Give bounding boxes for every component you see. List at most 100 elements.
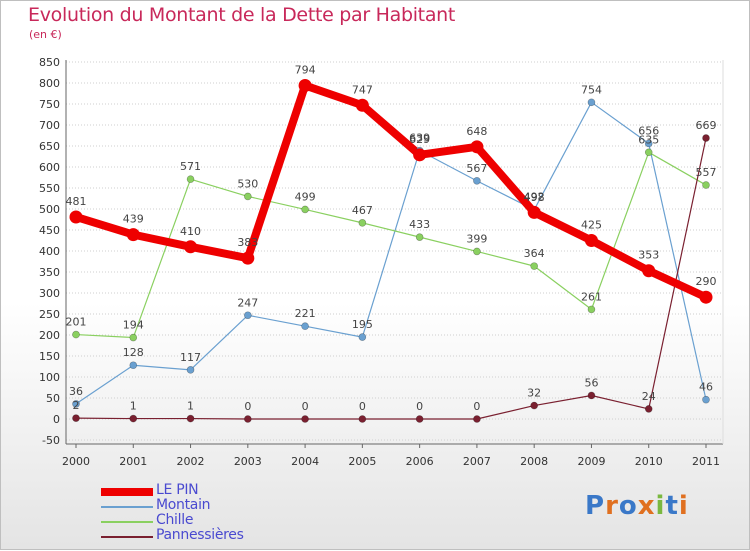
y-tick-label: 200 [39, 329, 60, 342]
legend-swatch [101, 521, 153, 523]
y-tick-label: 100 [39, 371, 60, 384]
data-point-pannessi-res [473, 415, 481, 423]
data-label-montain: 195 [352, 318, 373, 331]
x-tick-label: 2005 [348, 455, 376, 468]
data-label-le-pin: 747 [352, 83, 373, 96]
logo-letter: r [605, 491, 619, 521]
data-label-chille: 467 [352, 204, 373, 217]
data-label-pannessi-res: 669 [696, 119, 717, 132]
x-tick-label: 2001 [119, 455, 147, 468]
data-point-chille [186, 175, 195, 183]
data-point-chille [358, 219, 367, 227]
y-tick-label: 150 [39, 350, 60, 363]
data-point-chille [473, 247, 481, 256]
data-label-pannessi-res: 1 [130, 400, 137, 413]
x-tick-label: 2002 [177, 455, 205, 468]
y-tick-label: 850 [39, 56, 60, 69]
logo-letter: o [618, 491, 638, 521]
data-label-le-pin: 425 [581, 219, 602, 232]
data-point-pannessi-res [72, 414, 80, 422]
data-point-chille [72, 330, 80, 339]
data-point-le-pin [355, 98, 369, 112]
data-point-montain [244, 311, 252, 320]
data-label-pannessi-res: 0 [473, 400, 480, 413]
data-label-chille: 261 [581, 290, 602, 303]
proxiti-logo: Proxiti [585, 491, 689, 521]
data-point-pannessi-res [644, 405, 653, 413]
legend-swatch [101, 536, 153, 538]
y-tick-label: 350 [39, 266, 60, 279]
x-tick-label: 2004 [291, 455, 319, 468]
data-point-montain [72, 400, 80, 408]
series-line-montain [75, 101, 707, 405]
data-label-montain: 639 [409, 132, 430, 145]
data-label-chille: 530 [237, 177, 258, 190]
data-point-pannessi-res [587, 391, 596, 400]
data-label-pannessi-res: 0 [416, 400, 423, 413]
data-point-chille [415, 233, 424, 241]
data-label-chille: 499 [295, 190, 316, 203]
data-label-montain: 567 [466, 162, 487, 175]
data-label-le-pin: 794 [295, 64, 316, 77]
data-label-pannessi-res: 24 [642, 390, 656, 403]
data-point-chille [244, 192, 252, 201]
x-tick-label: 2009 [577, 455, 605, 468]
data-label-pannessi-res: 0 [302, 400, 309, 413]
logo-letter: i [678, 491, 689, 521]
chart-subtitle: (en €) [29, 28, 62, 41]
y-tick-label: -50 [42, 434, 60, 447]
data-label-pannessi-res: 32 [527, 387, 541, 400]
data-point-pannessi-res [186, 414, 195, 423]
data-point-montain [473, 177, 481, 185]
y-tick-label: 300 [39, 287, 60, 300]
y-tick-label: 450 [39, 224, 60, 237]
data-label-montain: 46 [699, 381, 713, 394]
x-tick-label: 2003 [234, 455, 262, 468]
data-label-pannessi-res: 56 [584, 376, 598, 389]
data-point-le-pin [298, 79, 312, 93]
data-label-le-pin: 648 [466, 125, 487, 138]
data-point-montain [702, 395, 710, 404]
data-label-montain: 247 [237, 296, 258, 309]
chart-title: Evolution du Montant de la Dette par Hab… [28, 4, 456, 26]
data-label-le-pin: 492 [524, 190, 545, 203]
data-point-pannessi-res [129, 414, 138, 423]
y-tick-label: 0 [53, 413, 60, 426]
x-tick-label: 2007 [463, 455, 491, 468]
y-tick-label: 400 [39, 245, 60, 258]
data-point-le-pin [470, 140, 484, 154]
data-point-le-pin [584, 234, 598, 247]
y-tick-label: 750 [39, 98, 60, 111]
legend-label: Pannessières [156, 527, 244, 543]
series-line-chille [75, 151, 707, 339]
data-point-le-pin [527, 205, 541, 219]
data-point-le-pin [69, 210, 83, 224]
data-label-montain: 128 [123, 346, 144, 359]
data-point-montain [301, 322, 309, 330]
data-label-le-pin: 353 [638, 249, 659, 262]
data-label-montain: 117 [180, 351, 201, 364]
y-tick-label: 600 [39, 161, 60, 174]
data-label-pannessi-res: 2 [73, 399, 80, 412]
series-line-le-pin [72, 81, 710, 302]
data-point-chille [530, 262, 538, 270]
data-label-le-pin: 290 [696, 275, 717, 288]
data-point-le-pin [413, 148, 427, 162]
data-point-chille [702, 181, 710, 189]
x-tick-label: 2006 [406, 455, 434, 468]
data-point-chille [129, 333, 138, 342]
data-label-chille: 433 [409, 218, 430, 231]
data-label-montain: 221 [295, 307, 316, 320]
legend-label: Montain [156, 497, 211, 513]
data-point-pannessi-res [301, 415, 309, 423]
x-tick-label: 2011 [692, 455, 720, 468]
data-point-pannessi-res [244, 415, 252, 423]
legend-label: LE PIN [156, 482, 199, 498]
data-point-pannessi-res [358, 415, 367, 423]
data-point-le-pin [642, 264, 656, 278]
data-point-chille [644, 148, 653, 157]
data-point-pannessi-res [702, 134, 710, 142]
data-label-pannessi-res: 1 [187, 400, 194, 413]
